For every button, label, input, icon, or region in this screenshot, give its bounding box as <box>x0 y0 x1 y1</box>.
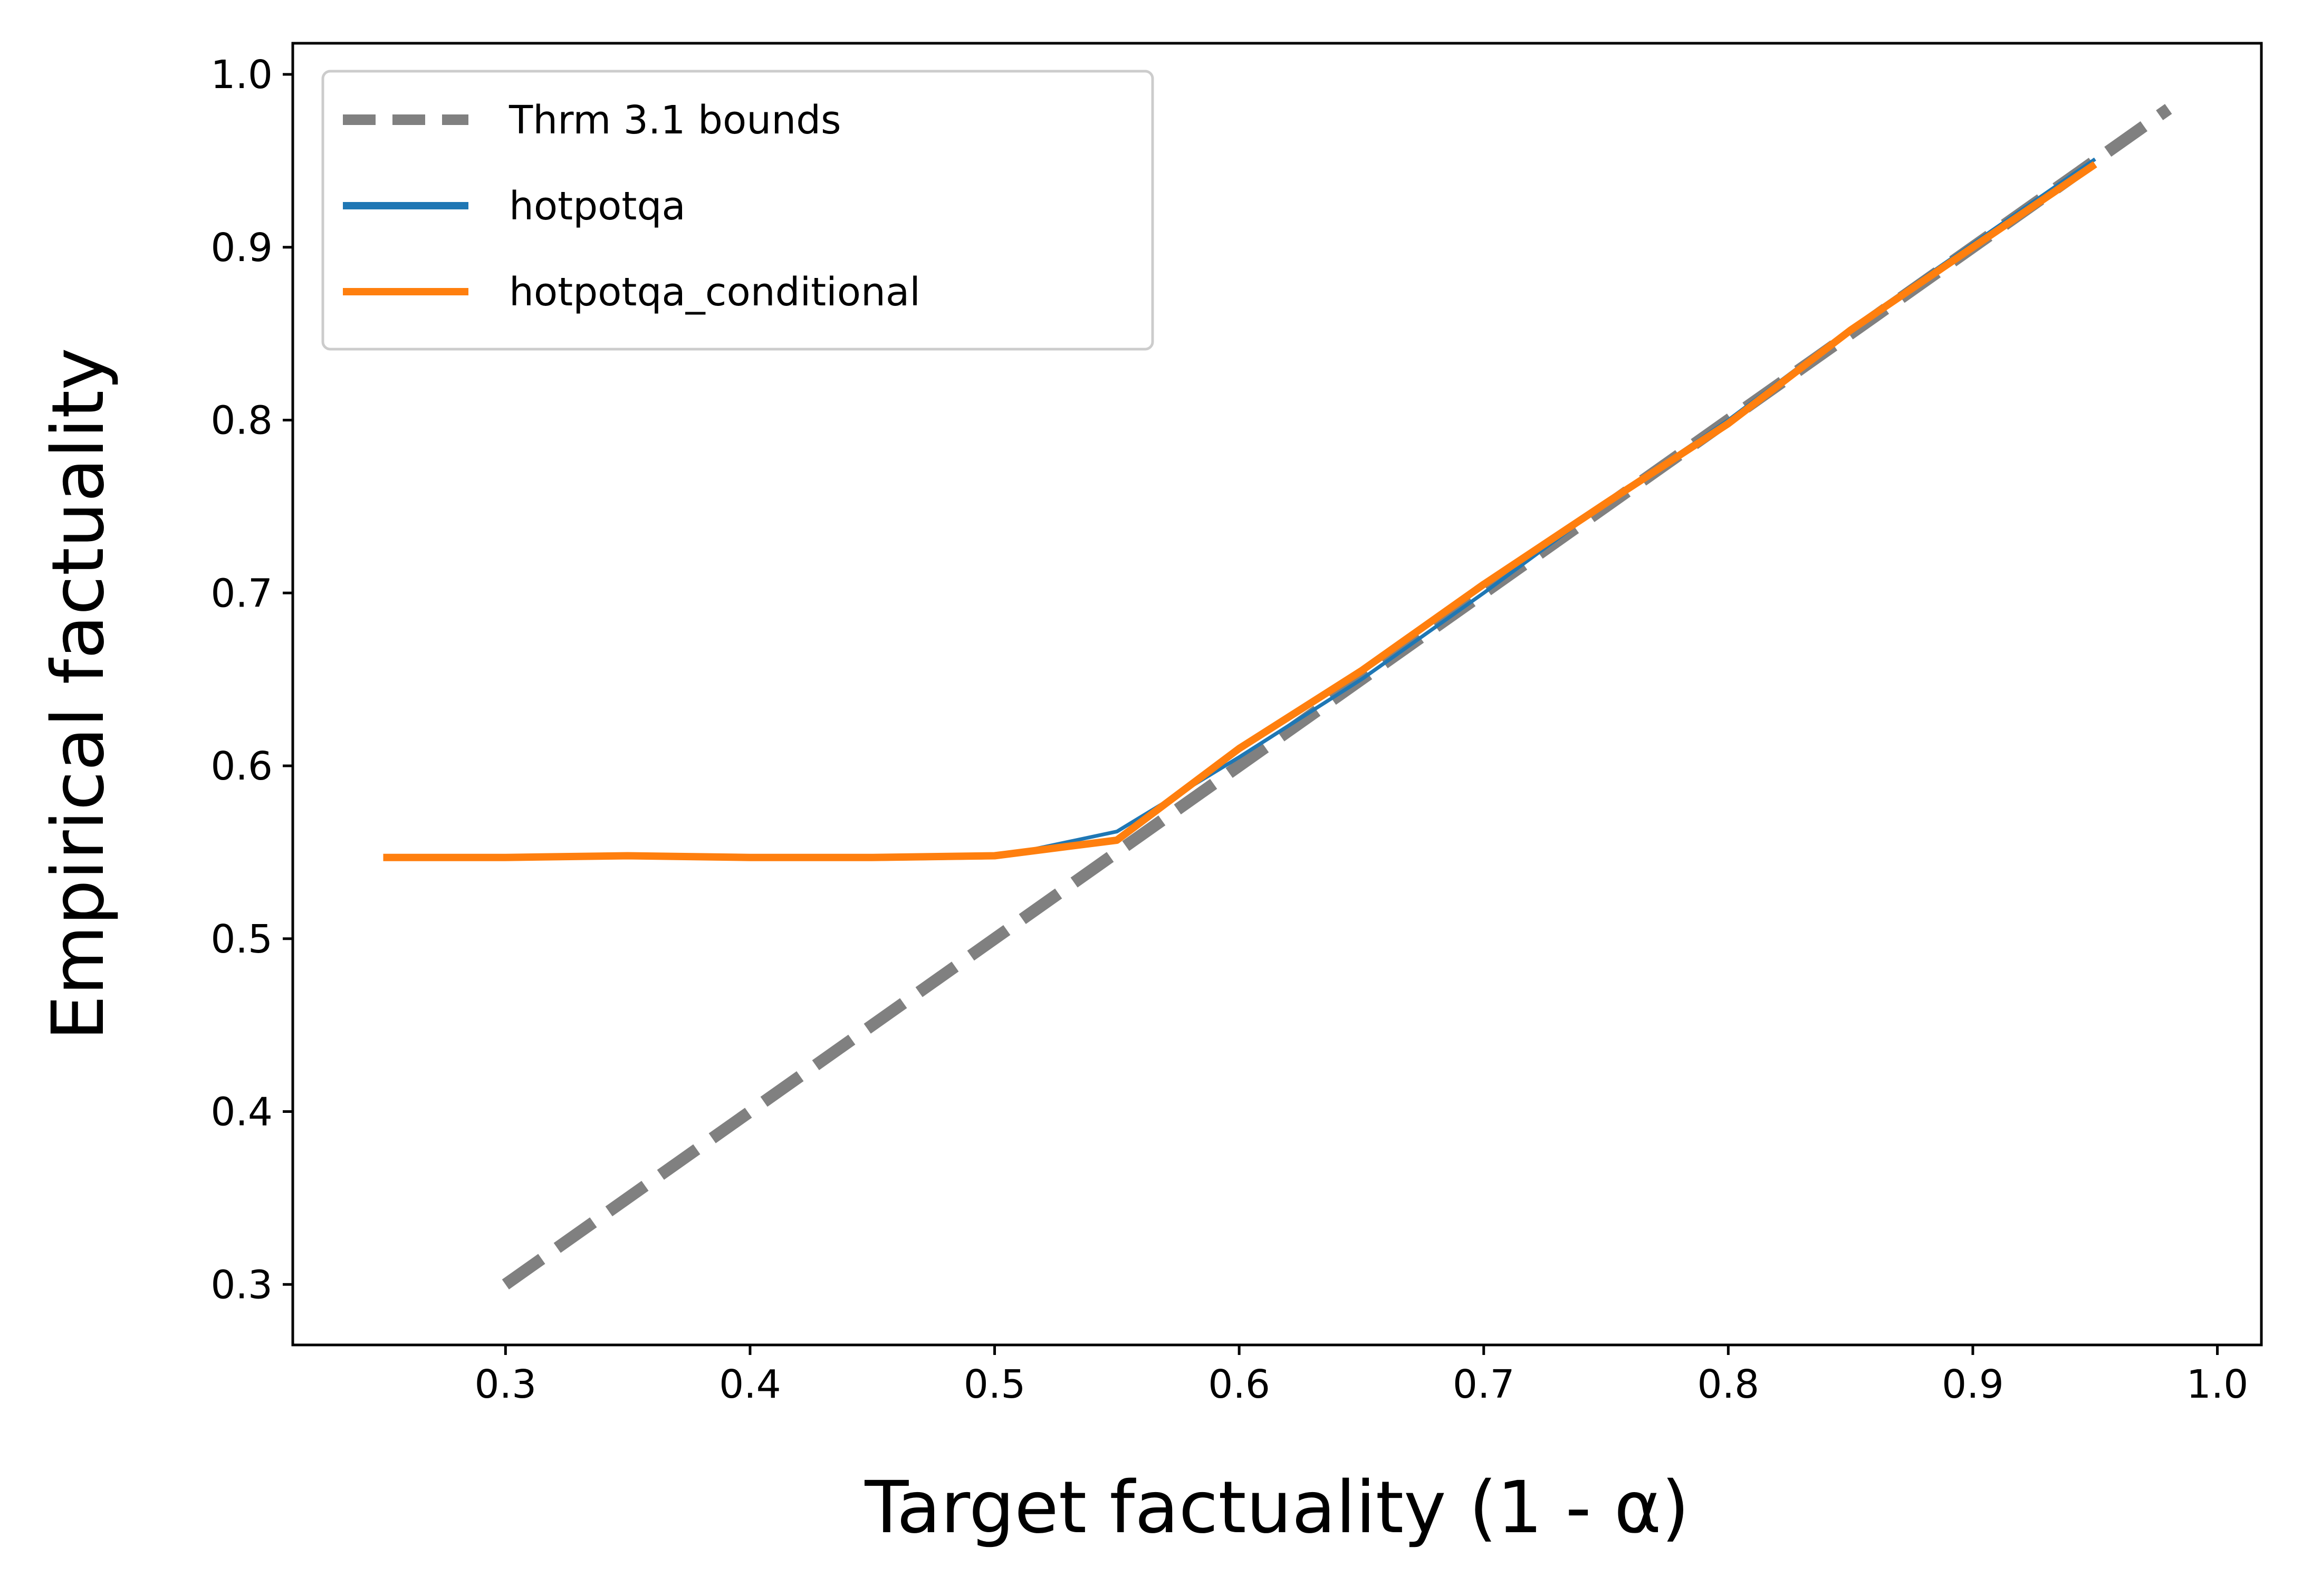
x-tick-label: 0.7 <box>1453 1362 1515 1407</box>
y-tick-label: 0.5 <box>210 917 273 962</box>
x-tick-label: 0.3 <box>474 1362 536 1407</box>
legend-label-hotpotqa-conditional: hotpotqa_conditional <box>509 270 920 315</box>
x-tick-label: 0.5 <box>964 1362 1026 1407</box>
legend-label-thrm-3-1-bounds: Thrm 3.1 bounds <box>509 98 841 143</box>
x-tick-label: 0.8 <box>1697 1362 1760 1407</box>
series-line-hotpotqa-conditional <box>383 161 2097 861</box>
y-axis-title: Empirical factuality <box>37 348 120 1041</box>
x-axis: 0.3 0.4 0.5 0.6 0.7 0.8 0.9 1.0 <box>474 1345 2248 1407</box>
y-tick-label: 0.7 <box>210 571 273 616</box>
x-axis-title: Target factuality (1 - α) <box>864 1466 1689 1550</box>
plot-frame <box>291 42 2263 1347</box>
x-tick-label: 0.9 <box>1942 1362 2004 1407</box>
y-axis: 0.3 0.4 0.5 0.6 0.7 0.8 0.9 1.0 <box>210 52 293 1307</box>
y-tick-label: 0.6 <box>210 744 273 789</box>
y-tick-label: 0.8 <box>210 398 273 444</box>
y-tick-label: 0.4 <box>210 1090 273 1135</box>
y-tick-label: 0.9 <box>210 225 273 271</box>
x-tick-label: 1.0 <box>2186 1362 2249 1407</box>
legend: Thrm 3.1 bounds hotpotqa hotpotqa_conditio… <box>321 70 1154 351</box>
y-tick-label: 0.3 <box>210 1262 273 1307</box>
x-tick-label: 0.4 <box>719 1362 781 1407</box>
legend-frame <box>321 70 1154 351</box>
legend-label-hotpotqa: hotpotqa <box>509 184 686 229</box>
plot-lines <box>383 104 2172 1290</box>
y-tick-label: 1.0 <box>210 52 273 98</box>
x-tick-label: 0.6 <box>1208 1362 1270 1407</box>
